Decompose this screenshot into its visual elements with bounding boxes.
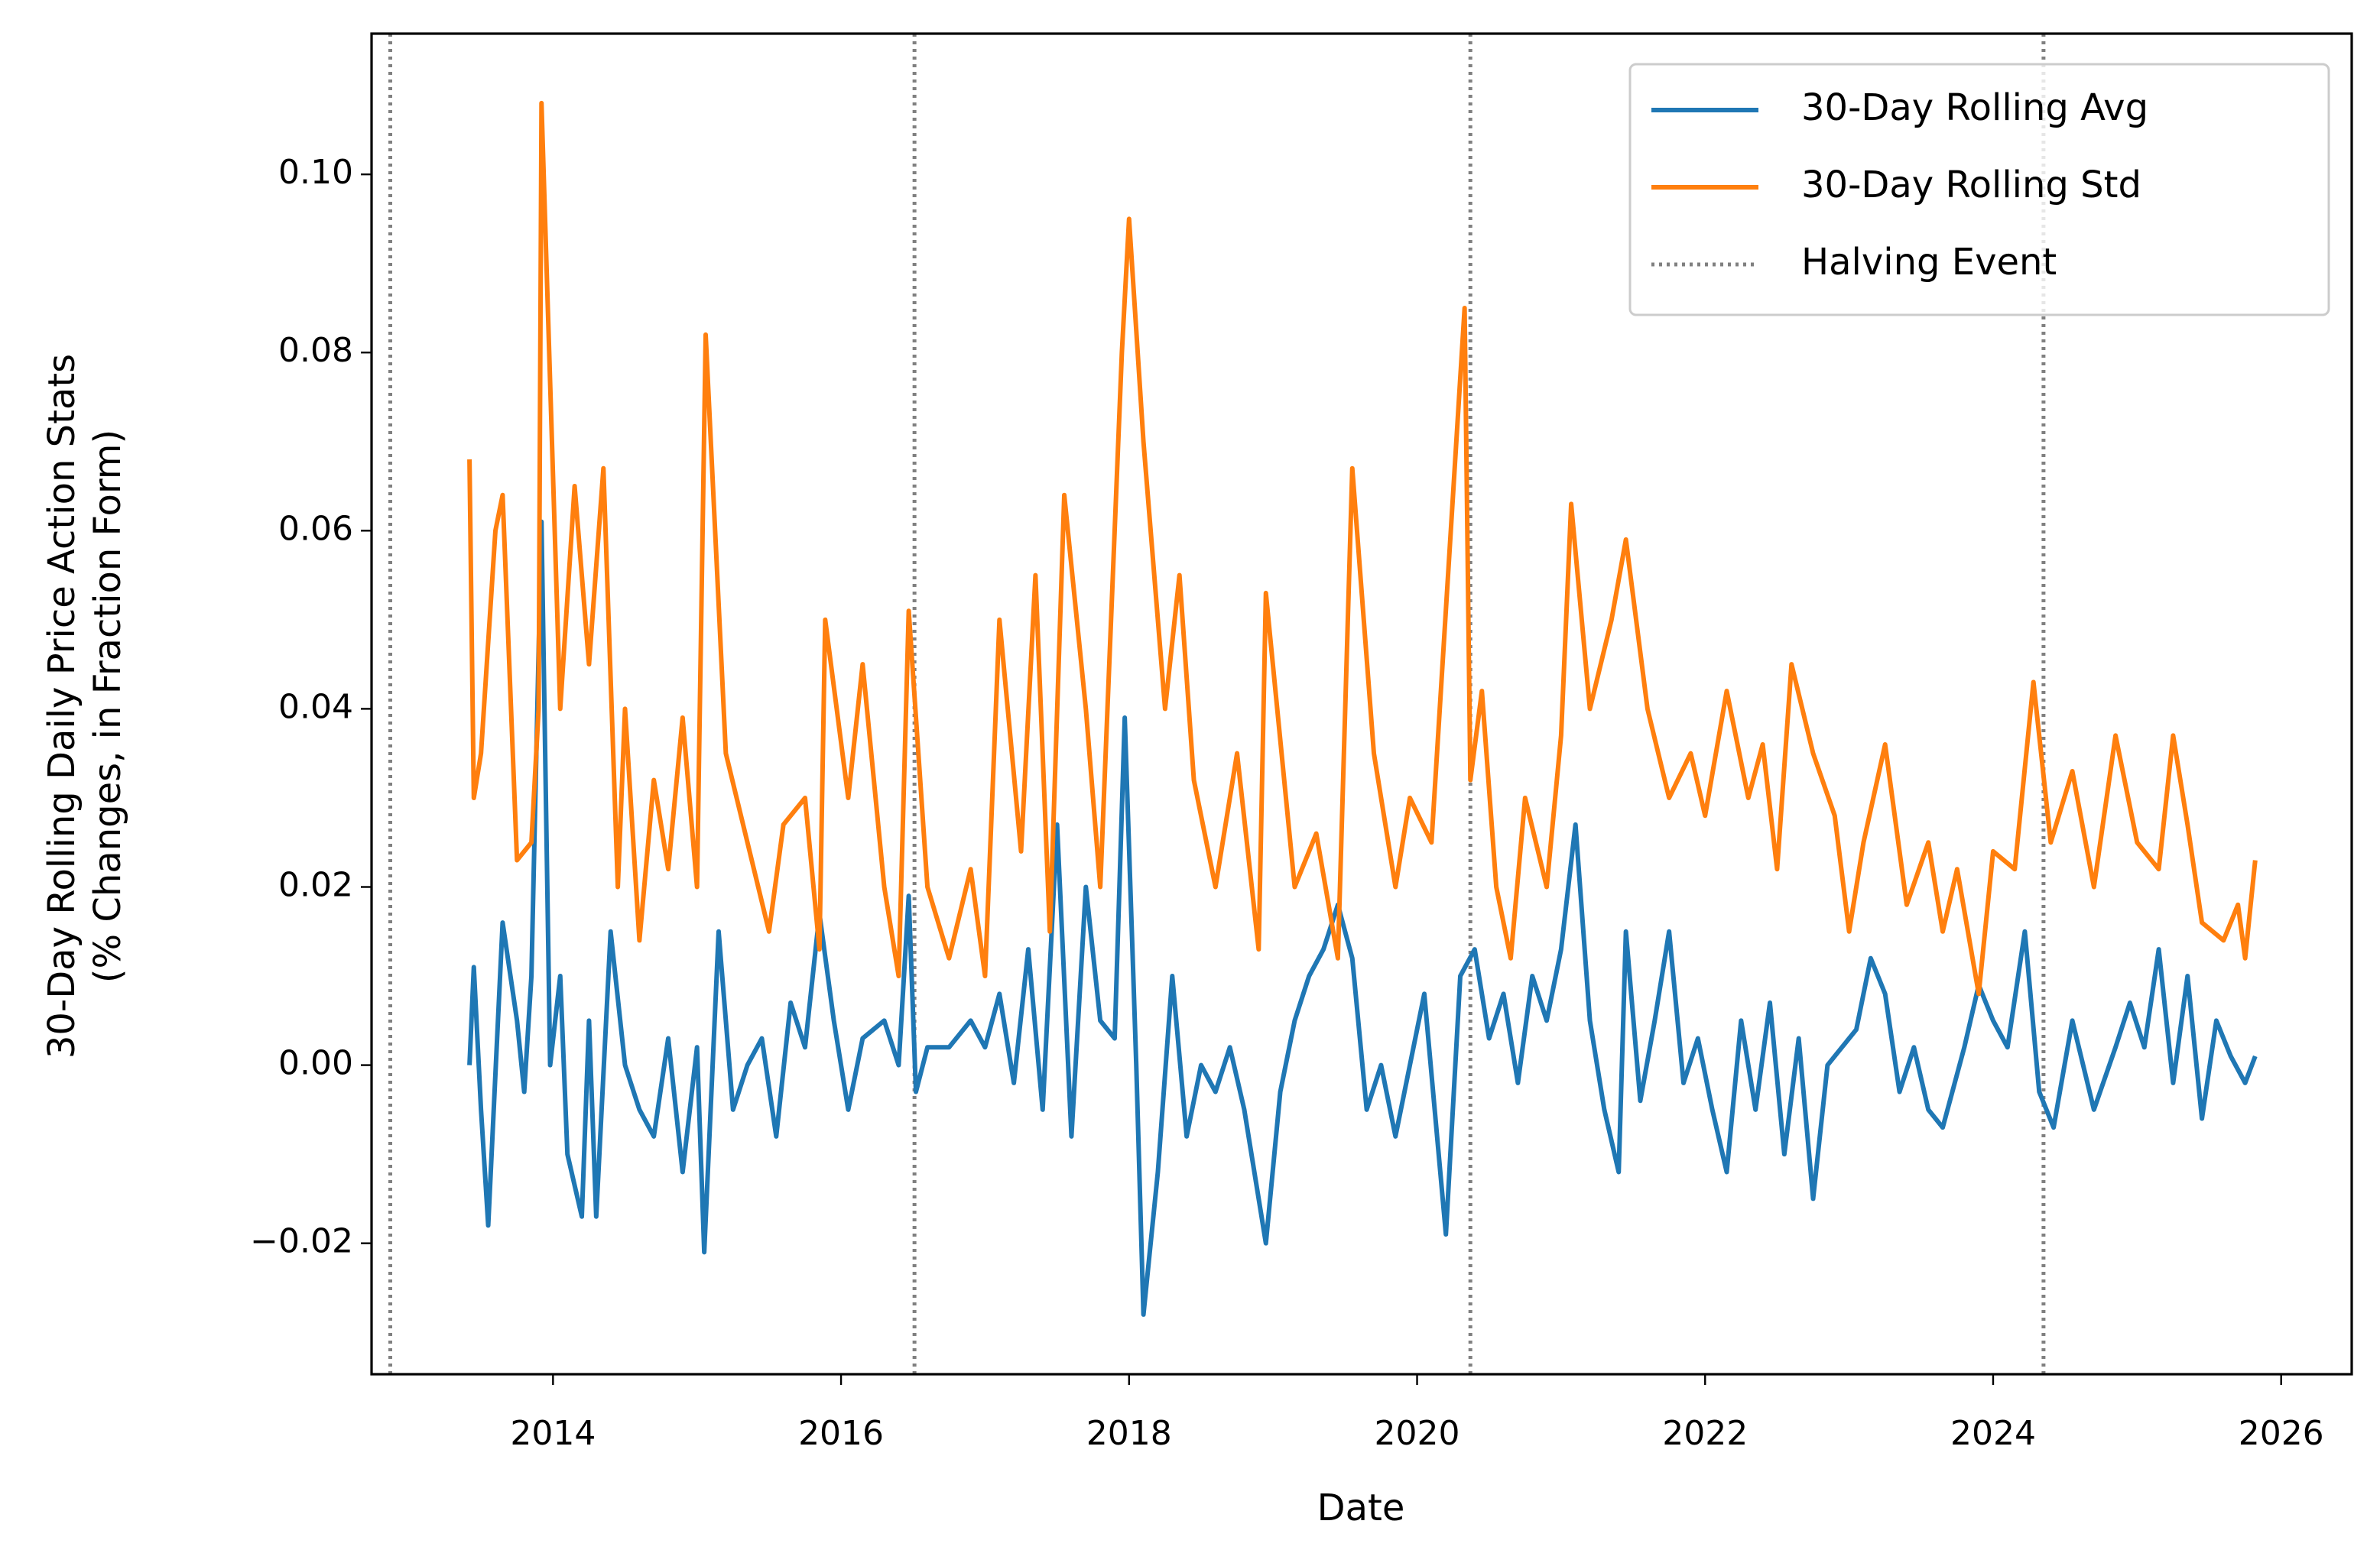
y-tick-label: 0.06 [278,509,353,548]
x-tick-label: 2018 [1086,1414,1172,1453]
x-tick-label: 2016 [798,1414,884,1453]
y-tick-label: 0.10 [278,153,353,192]
legend-box [1628,63,2330,316]
x-axis-label: Date [1317,1487,1405,1529]
y-tick-label: 0.08 [278,331,353,370]
legend-label: Halving Event [1801,241,2057,284]
legend-label: 30-Day Rolling Std [1801,164,2141,206]
y-tick-label: 0.00 [278,1044,353,1083]
y-tick-label: −0.02 [250,1222,353,1261]
series-line [467,519,2258,1317]
y-tick-label: 0.04 [278,687,353,726]
x-tick-label: 2026 [2239,1414,2324,1453]
series-line [467,100,2258,997]
x-tick-label: 2022 [1662,1414,1748,1453]
y-axis-label: (% Changes, in Fraction Form) [86,430,129,983]
plot-frame [370,32,2353,1376]
x-tick-label: 2020 [1375,1414,1460,1453]
legend-label: 30-Day Rolling Avg [1801,86,2148,129]
x-tick-label: 2014 [510,1414,596,1453]
y-axis-label: 30-Day Rolling Daily Price Action Stats [41,354,83,1059]
y-tick-label: 0.02 [278,865,353,904]
x-tick-label: 2024 [1950,1414,2036,1453]
